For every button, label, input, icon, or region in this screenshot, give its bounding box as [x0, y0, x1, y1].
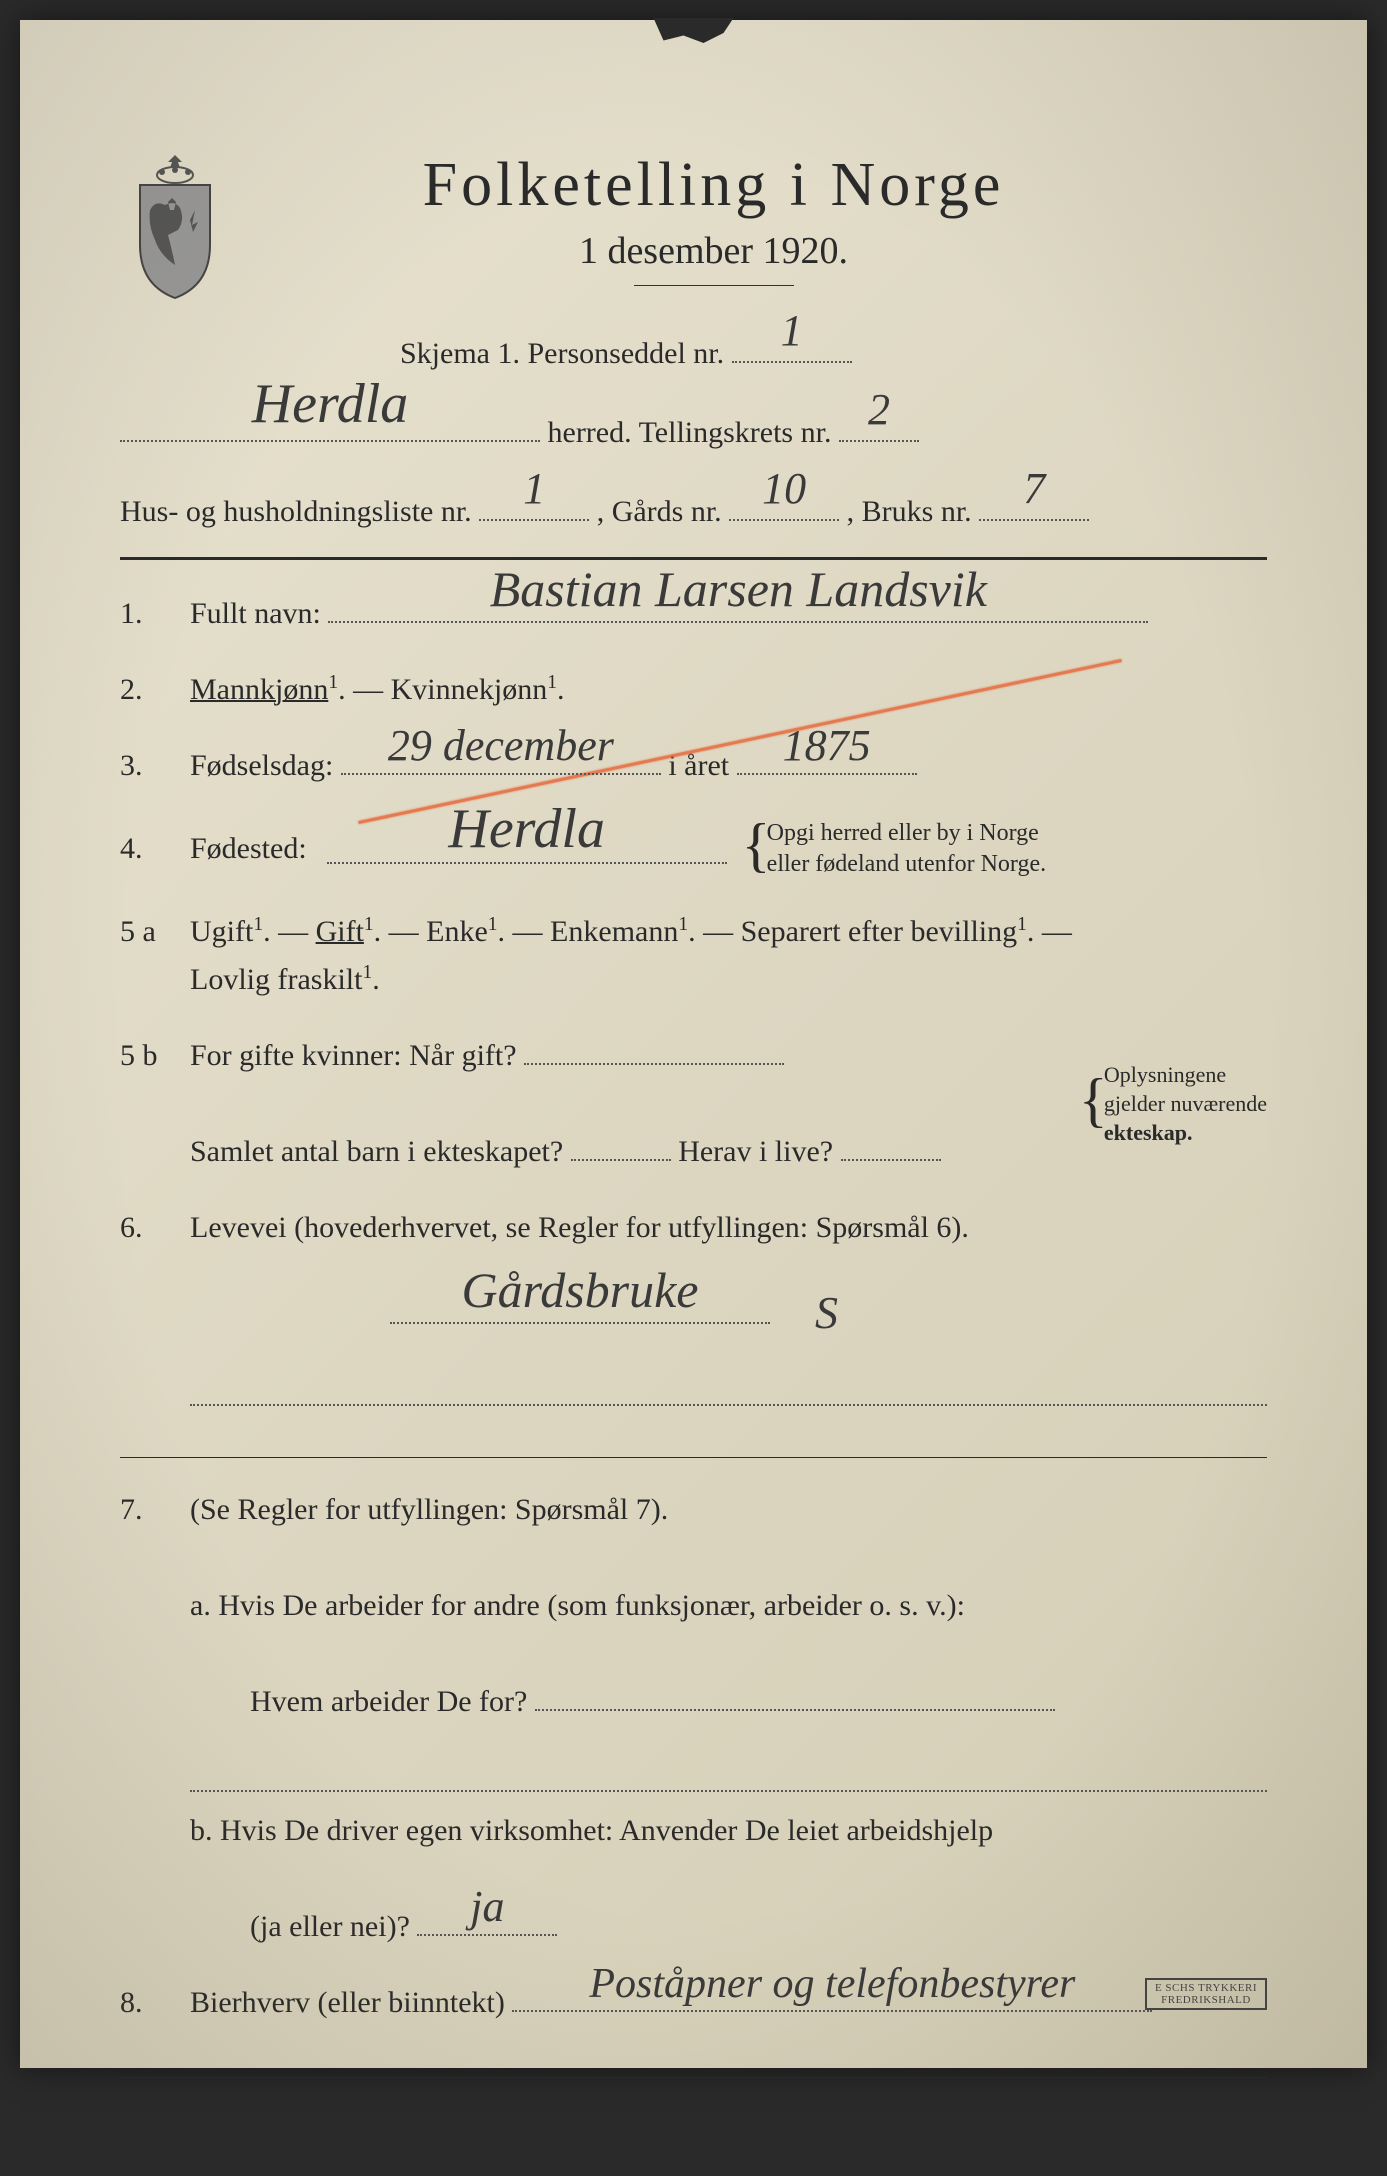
q3-day: 29 december [388, 711, 614, 781]
q4-value: Herdla [448, 785, 605, 875]
footer-note: Har man ingen biinntekt av nogen betydni… [120, 2108, 1267, 2134]
q3-label: Fødselsdag: [190, 749, 333, 782]
title-rule [634, 285, 794, 286]
stamp-line2: FREDRIKSHALD [1161, 1994, 1251, 2006]
bruks-label: , Bruks nr. [847, 495, 972, 528]
q5a-ugift: Ugift [190, 915, 253, 948]
q4-label: Fødested: [190, 825, 307, 873]
torn-edge [644, 18, 744, 43]
q6: 6. Levevei (hovederhvervet, se Regler fo… [120, 1204, 1267, 1421]
q5b-label-c: Herav i live? [678, 1135, 833, 1168]
q8-num: 8. [120, 1986, 190, 2020]
gards-label: , Gårds nr. [597, 495, 722, 528]
gards-nr: 10 [762, 452, 806, 527]
q5a-separert: Separert efter bevilling [741, 915, 1018, 948]
q6-label: Levevei (hovederhvervet, se Regler for u… [190, 1211, 969, 1244]
q5b: 5 b For gifte kvinner: Når gift? Samlet … [120, 1032, 1267, 1176]
main-title: Folketelling i Norge [270, 150, 1157, 221]
q1-value: Bastian Larsen Landsvik [490, 549, 987, 629]
q5b-num: 5 b [120, 1039, 190, 1073]
q4-num: 4. [120, 832, 190, 866]
q7-a-label: a. Hvis De arbeider for andre (som funks… [190, 1589, 965, 1622]
q5a-enkemann: Enkemann [550, 915, 678, 948]
q7-b-sub: (ja eller nei)? [190, 1910, 410, 1943]
q6-suffix: S [815, 1276, 838, 1350]
sup-1b: 1 [547, 672, 557, 693]
q3-year: 1875 [783, 711, 871, 781]
q2: 2. Mannkjønn1. — Kvinnekjønn1. [120, 666, 1267, 714]
header: Folketelling i Norge 1 desember 1920. [120, 150, 1267, 300]
hus-nr: 1 [523, 452, 545, 527]
stamp-line1: E SCHS TRYKKERI [1155, 1982, 1257, 1994]
q4-note-b: eller fødeland utenfor Norge. [767, 851, 1046, 877]
questions: 1. Fullt navn: Bastian Larsen Landsvik 2… [120, 590, 1267, 2027]
q4-note: Opgi herred eller by i Norge eller fødel… [747, 818, 1046, 880]
q5b-label-a: For gifte kvinner: Når gift? [190, 1039, 517, 1072]
title-block: Folketelling i Norge 1 desember 1920. [270, 150, 1267, 286]
date-line: 1 desember 1920. [270, 229, 1157, 273]
q8-value: Poståpner og telefonbestyrer [589, 1951, 1075, 2018]
rule-2 [120, 1457, 1267, 1458]
q5b-note-b: gjelder nuværende [1104, 1091, 1267, 1116]
q7-b-label: b. Hvis De driver egen virksomhet: Anven… [190, 1814, 993, 1847]
q7-label: (Se Regler for utfyllingen: Spørsmål 7). [190, 1493, 668, 1526]
q7-a-sub: Hvem arbeider De for? [190, 1685, 527, 1718]
q2-kvinne: Kvinnekjønn [391, 673, 548, 706]
bruks-nr: 7 [1023, 452, 1045, 527]
q1-num: 1. [120, 597, 190, 631]
q5a-gift: Gift [316, 915, 364, 948]
q1-label: Fullt navn: [190, 597, 321, 630]
q6-num: 6. [120, 1211, 190, 1245]
q4: 4. Fødested: Herdla Opgi herred eller by… [120, 818, 1267, 880]
coat-of-arms-icon [120, 150, 230, 300]
q5a-num: 5 a [120, 915, 190, 949]
q8: 8. Bierhverv (eller biinntekt) Poståpner… [120, 1979, 1267, 2027]
q3-num: 3. [120, 749, 190, 783]
q7-num: 7. [120, 1493, 190, 1527]
meta-line-3: Hus- og husholdningsliste nr. 1 , Gårds … [120, 486, 1267, 537]
q8-label: Bierhverv (eller biinntekt) [190, 1986, 505, 2019]
q6-value: Gårdsbruke [461, 1250, 698, 1330]
personseddel-nr: 1 [781, 294, 803, 369]
q1: 1. Fullt navn: Bastian Larsen Landsvik [120, 590, 1267, 638]
q5a-lovlig: Lovlig fraskilt [190, 963, 362, 996]
meta-line-2: Herdla herred. Tellingskrets nr. 2 [120, 407, 1267, 458]
rule-3 [120, 2077, 1267, 2078]
census-form-page: Folketelling i Norge 1 desember 1920. Sk… [20, 20, 1367, 2068]
herred-value: Herdla [252, 357, 409, 452]
q2-mann: Mannkjønn [190, 673, 328, 706]
q7-b-value: ja [470, 1872, 504, 1942]
sup-1a: 1 [328, 672, 338, 693]
skjema-label: Skjema 1. Personseddel nr. [400, 337, 724, 370]
q5a: 5 a Ugift1. — Gift1. — Enke1. — Enkemann… [120, 908, 1267, 1004]
tellingskrets-nr: 2 [868, 373, 890, 448]
q5b-note-a: Oplysningene [1104, 1062, 1226, 1087]
q4-note-a: Opgi herred eller by i Norge [767, 820, 1039, 846]
q5b-label-b: Samlet antal barn i ekteskapet? [190, 1135, 563, 1168]
hus-label: Hus- og husholdningsliste nr. [120, 495, 472, 528]
q5a-enke: Enke [426, 915, 488, 948]
footer-small: ¹ Her kan svares ved tydelig understrekn… [120, 2148, 1267, 2176]
printer-stamp: E SCHS TRYKKERI FREDRIKSHALD [1145, 1978, 1267, 2010]
q2-num: 2. [120, 673, 190, 707]
herred-label: herred. Tellingskrets nr. [548, 416, 832, 449]
q7: 7. (Se Regler for utfyllingen: Spørsmål … [120, 1486, 1267, 1951]
q5b-note: Oplysningene gjelder nuværende ekteskap. [1084, 1061, 1267, 1147]
q5b-note-c: ekteskap. [1104, 1120, 1193, 1145]
